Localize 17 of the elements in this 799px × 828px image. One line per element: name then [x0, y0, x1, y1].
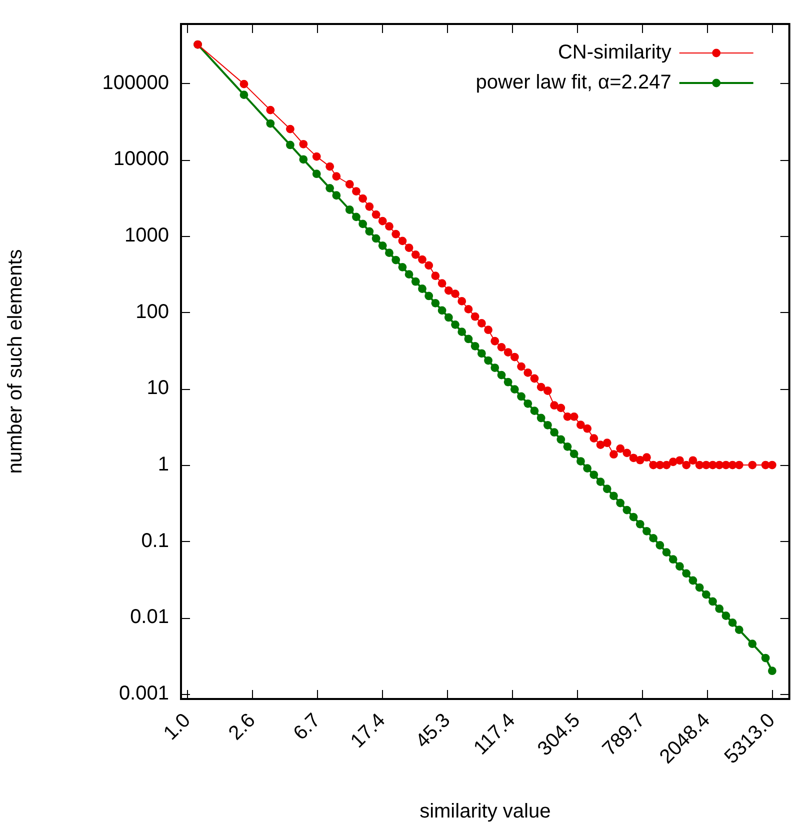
y-tick-label: 1: [158, 454, 169, 476]
x-tick-label: 45.3: [412, 709, 455, 752]
x-tick-label: 1.0: [160, 709, 195, 745]
y-tick-label: 0.1: [141, 530, 169, 552]
legend-label: CN-similarity: [558, 42, 672, 64]
x-tick-label: 2.6: [224, 709, 260, 745]
y-tick-label: 10: [146, 377, 169, 400]
y-axis-title: number of such elements: [4, 249, 27, 474]
x-tick-label: 6.7: [290, 709, 325, 745]
y-tick-label: 1000: [124, 224, 169, 247]
y-tick-label: 10000: [113, 148, 169, 170]
legend-label: power law fit, α=2.247: [476, 72, 672, 94]
y-tick-label: 100000: [102, 72, 169, 94]
y-tick-label: 0.001: [118, 682, 169, 705]
y-tick-label: 100: [136, 300, 169, 323]
x-axis-title: similarity value: [420, 800, 551, 823]
y-tick-label: 0.01: [130, 606, 169, 628]
